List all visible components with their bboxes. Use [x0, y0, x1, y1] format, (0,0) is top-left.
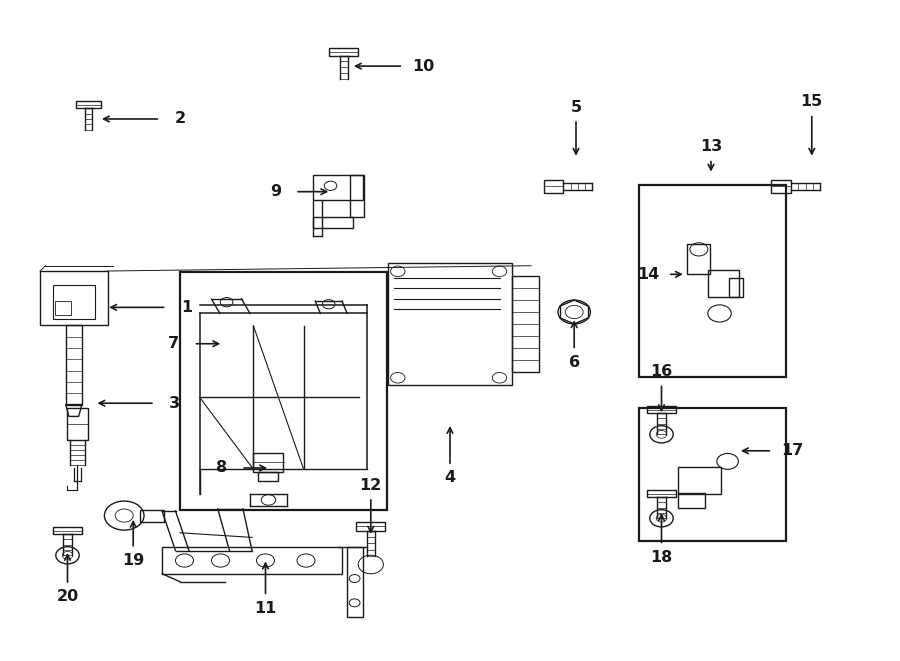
Bar: [67, 408, 88, 440]
Bar: [512, 276, 539, 371]
Text: 8: 8: [216, 461, 227, 475]
Text: 7: 7: [168, 336, 179, 351]
Bar: [56, 301, 71, 315]
Text: 9: 9: [270, 184, 281, 199]
Bar: [388, 262, 512, 385]
Text: 13: 13: [700, 139, 722, 154]
Bar: [729, 278, 742, 297]
Text: 12: 12: [360, 478, 382, 492]
Text: 10: 10: [412, 59, 434, 73]
Text: 3: 3: [169, 396, 180, 410]
Bar: [313, 217, 353, 228]
Bar: [313, 175, 363, 200]
Text: 11: 11: [255, 601, 276, 615]
Text: 18: 18: [651, 550, 672, 564]
Bar: [258, 471, 278, 481]
Bar: [544, 180, 563, 193]
Bar: [40, 271, 107, 325]
Text: 1: 1: [181, 300, 192, 315]
Bar: [140, 510, 164, 522]
Bar: [771, 180, 791, 193]
Text: 5: 5: [571, 100, 581, 114]
Text: 2: 2: [175, 112, 185, 126]
Text: 16: 16: [651, 364, 672, 379]
Bar: [639, 408, 786, 541]
Bar: [346, 547, 363, 617]
Text: 4: 4: [445, 471, 455, 485]
Bar: [350, 175, 364, 217]
Text: 15: 15: [801, 95, 823, 109]
Text: 20: 20: [57, 590, 78, 604]
Text: 14: 14: [637, 267, 659, 282]
Bar: [253, 453, 284, 471]
Bar: [678, 467, 721, 494]
Bar: [66, 325, 82, 405]
Bar: [707, 270, 740, 297]
Bar: [180, 272, 387, 510]
Bar: [162, 547, 342, 574]
Text: 17: 17: [781, 444, 803, 458]
Bar: [688, 244, 709, 274]
Text: 6: 6: [569, 355, 580, 369]
Bar: [678, 493, 705, 508]
Bar: [639, 185, 786, 377]
Text: 19: 19: [122, 553, 144, 568]
Bar: [53, 285, 94, 319]
